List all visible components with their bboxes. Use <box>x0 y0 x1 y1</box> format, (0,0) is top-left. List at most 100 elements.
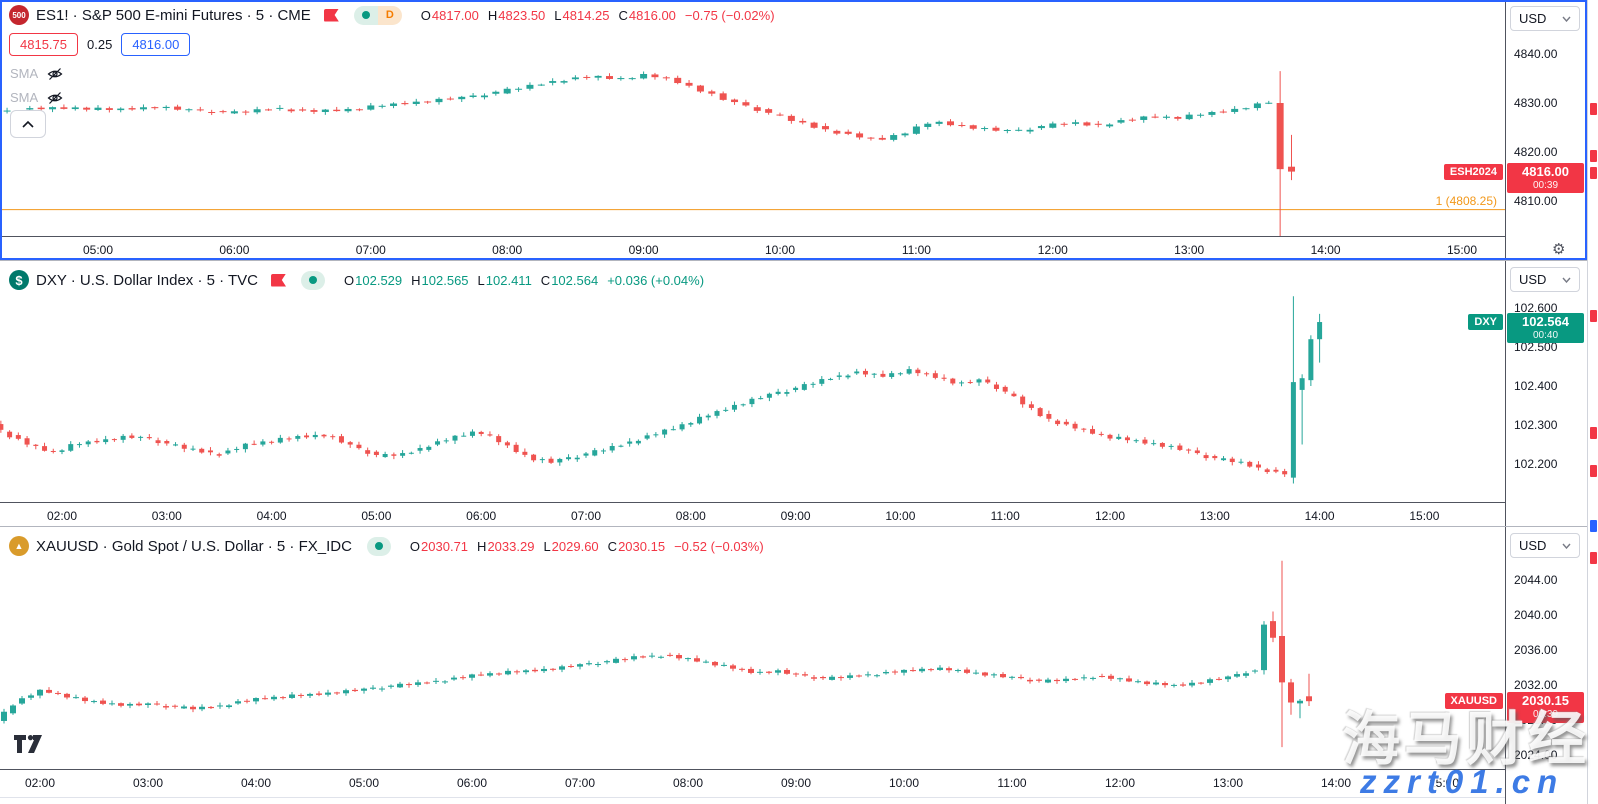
candle-body <box>174 106 182 110</box>
candle-body <box>1171 684 1177 686</box>
candle-body <box>426 446 432 450</box>
dxy-candlestick-chart[interactable] <box>0 261 1505 502</box>
candle-body <box>417 448 423 451</box>
position-line-label[interactable]: 1 (4808.25) <box>1435 193 1497 208</box>
tradingview-logo[interactable] <box>14 735 48 756</box>
candle-body <box>820 677 826 679</box>
es-ohlc-values: O4817.00 H4823.50 L4814.25 C4816.00 −0.75 (−… <box>421 8 775 23</box>
candle-body <box>480 95 488 98</box>
candle-body <box>117 108 125 111</box>
ohlc-item: L4814.25 <box>554 7 610 23</box>
es-time-axis[interactable]: 05:00 06:00 07:00 08:00 09:00 10:00 11:00 12:00… <box>0 236 1586 260</box>
es-candlestick-chart[interactable] <box>0 0 1505 236</box>
candle-body <box>912 126 920 134</box>
bar-countdown: 00:39 <box>1532 709 1559 721</box>
candle-body <box>697 416 703 424</box>
candle-body <box>307 693 313 696</box>
currency-dropdown[interactable]: USD <box>1510 267 1580 292</box>
candle-body <box>367 105 375 110</box>
candle-body <box>321 109 329 113</box>
dxy-price-axis[interactable]: USD 102.600 102.500 102.400 102.300 102.200 <box>1505 261 1587 526</box>
candle-body <box>1198 682 1204 684</box>
time-tick-label: 04:00 <box>240 776 272 790</box>
price-tick-label: 4810.00 <box>1514 194 1558 208</box>
candle-body <box>810 383 816 385</box>
indicator-row-sma-2[interactable]: SMA <box>10 90 63 105</box>
candle-body <box>1049 123 1057 128</box>
candle-body <box>627 441 633 444</box>
candle-body <box>514 671 520 673</box>
candle-body <box>1083 122 1091 126</box>
candle-body <box>208 111 216 113</box>
candle-body <box>674 77 682 84</box>
panel-separator[interactable] <box>0 526 1598 527</box>
candle-body <box>586 663 592 665</box>
candle-body <box>1026 129 1034 132</box>
change-value: −0.75 (−0.02%) <box>684 7 775 23</box>
xauusd-symbol-title[interactable]: XAUUSD · Gold Spot / U.S. Dollar · 5 · F… <box>36 537 352 555</box>
candle-body <box>446 98 454 100</box>
candle-body <box>0 424 4 430</box>
candle-body <box>451 677 457 680</box>
candle-body <box>139 107 147 110</box>
dxy-symbol-title[interactable]: DXY · U.S. Dollar Index · 5 · TVC <box>36 271 259 289</box>
scroll-marker <box>1590 427 1597 439</box>
currency-dropdown[interactable]: USD <box>1510 533 1580 558</box>
candle-body <box>298 694 304 696</box>
candle-body <box>739 668 745 670</box>
scroll-marker <box>1590 150 1597 162</box>
last-price-badge: 2030.15 00:39 <box>1507 692 1584 723</box>
time-tick-label: 12:00 <box>1094 509 1126 523</box>
candle-body <box>1247 461 1253 467</box>
currency-dropdown[interactable]: USD <box>1510 6 1580 31</box>
change-value: +0.036 (+0.04%) <box>607 272 705 288</box>
watermark-cjk: 海马财经 <box>1342 707 1591 772</box>
candle-body <box>435 98 443 103</box>
eye-hidden-icon[interactable] <box>47 91 63 105</box>
candle-body <box>164 441 170 444</box>
candle-body <box>801 384 807 390</box>
eye-hidden-icon[interactable] <box>47 67 63 81</box>
candle-body <box>696 85 704 92</box>
candle-body <box>225 450 231 454</box>
time-tick-label: 09:00 <box>780 776 812 790</box>
candle-body <box>199 448 205 453</box>
candle-body <box>1081 677 1087 679</box>
right-scroll-gutter[interactable] <box>1587 0 1598 804</box>
es-symbol-title[interactable]: ES1! · S&P 500 E-mini Futures · 5 · CME <box>36 6 311 24</box>
sell-button[interactable]: 4815.75 <box>9 33 78 56</box>
candle-body <box>415 682 421 685</box>
candle-body <box>676 654 682 659</box>
xauusd-price-axis[interactable]: USD 2044.002040.002036.002032.002028.002… <box>1505 527 1587 804</box>
time-tick-label: 10:00 <box>888 776 920 790</box>
candle-body <box>276 107 284 109</box>
buy-button[interactable]: 4816.00 <box>121 33 191 56</box>
flag-icon[interactable] <box>323 8 339 22</box>
candle-body <box>271 696 277 700</box>
candle-body <box>1107 434 1113 439</box>
panel-separator[interactable] <box>0 260 1598 261</box>
candle-body <box>1297 700 1303 704</box>
candle-body <box>355 109 363 111</box>
candle-body <box>662 429 668 435</box>
candle-body <box>1276 103 1284 170</box>
candle-body <box>1159 442 1165 447</box>
candle-body <box>539 459 545 461</box>
candle-body <box>1221 458 1227 461</box>
time-tick-label: 03:00 <box>132 776 164 790</box>
axis-settings-gear-icon[interactable]: ⚙ <box>1552 240 1566 258</box>
candle-body <box>793 387 799 390</box>
candle-body <box>628 78 636 80</box>
flag-icon[interactable] <box>271 273 287 287</box>
candle-body <box>424 101 432 103</box>
xauusd-candlestick-chart[interactable] <box>0 527 1505 769</box>
dxy-time-axis[interactable]: 02:00 03:00 04:00 05:00 06:00 07:00 08:00 09:00… <box>0 502 1586 526</box>
candle-body <box>1028 404 1034 408</box>
xauusd-legend: ▲ XAUUSD · Gold Spot / U.S. Dollar · 5 ·… <box>9 536 764 556</box>
indicator-row-sma-1[interactable]: SMA <box>10 66 63 81</box>
candle-body <box>1116 436 1122 439</box>
collapse-legend-button[interactable] <box>10 110 46 138</box>
xauusd-time-axis[interactable]: 02:00 03:00 04:00 05:00 06:00 07:00 08:00 09:00… <box>0 769 1586 793</box>
es-price-axis[interactable]: USD 4840.00 4830.00 4820.00 4810.00 <box>1505 0 1587 260</box>
candle-body <box>1037 126 1045 129</box>
